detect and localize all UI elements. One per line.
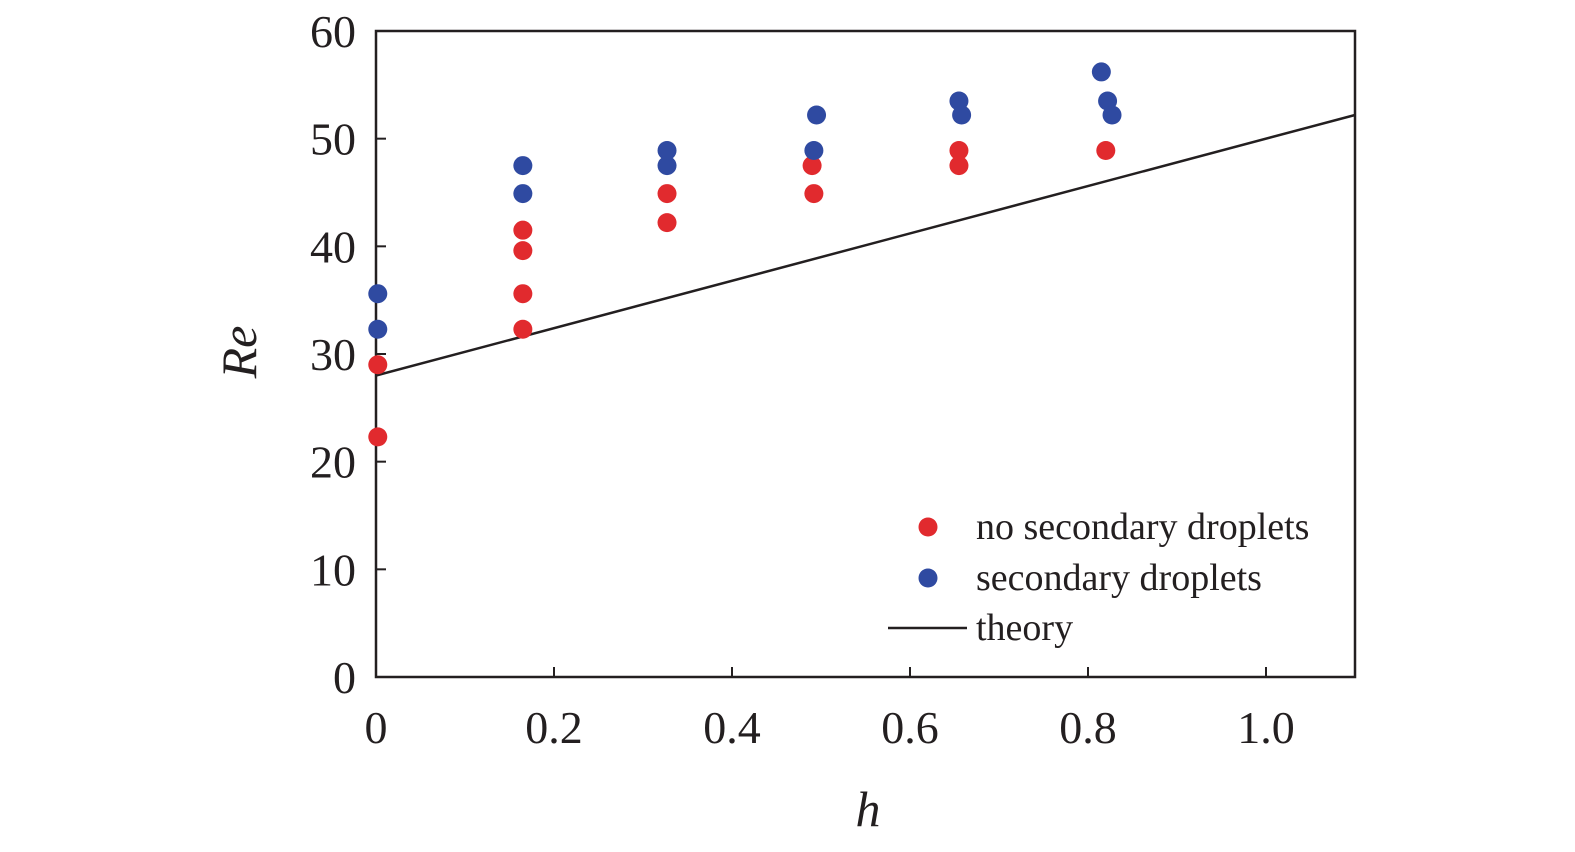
axes-layer: 0 0.2 0.4 0.6 0.8 1.0 0 10 20 30 40 50 60: [310, 6, 1357, 753]
legend-marker: [918, 517, 938, 537]
secondary-droplets-point: [513, 184, 533, 204]
x-tick-label: 0.2: [525, 702, 583, 753]
x-tick-label: 0.8: [1059, 702, 1117, 753]
y-tick-label: 0: [333, 652, 356, 703]
y-tick-label: 20: [310, 437, 356, 488]
no-secondary-droplets-point: [1096, 141, 1116, 161]
x-axis-label: h: [856, 781, 881, 837]
secondary-droplets-point: [513, 156, 533, 176]
secondary-droplets-point: [657, 141, 677, 161]
no-secondary-droplets-point: [513, 241, 533, 261]
legend-label: secondary droplets: [976, 557, 1262, 599]
secondary-droplets-point: [368, 319, 388, 339]
legend: no secondary droplets secondary droplets t…: [888, 506, 1309, 649]
axis-labels-layer: h Re: [211, 326, 881, 837]
y-tick-label: 40: [310, 221, 356, 272]
no-secondary-droplets-point: [949, 141, 969, 161]
no-secondary-droplets-point: [949, 156, 969, 176]
no-secondary-droplets-point: [513, 220, 533, 240]
y-tick-label: 30: [310, 329, 356, 380]
secondary-droplets-point: [1102, 105, 1122, 125]
x-tick-label: 0.4: [703, 702, 761, 753]
x-tick-label: 0.6: [881, 702, 939, 753]
no-secondary-droplets-point: [657, 213, 677, 233]
y-axis-label: Re: [211, 326, 267, 380]
secondary-droplets-point: [368, 284, 388, 304]
secondary-droplets-point: [804, 141, 824, 161]
series-0-points: [368, 141, 1116, 447]
secondary-droplets-point: [952, 105, 972, 125]
legend-label: no secondary droplets: [976, 506, 1309, 548]
no-secondary-droplets-point: [657, 184, 677, 204]
y-tick-label: 50: [310, 114, 356, 165]
legend-marker: [918, 568, 938, 588]
y-tick-label: 60: [310, 6, 356, 57]
no-secondary-droplets-point: [368, 355, 388, 375]
no-secondary-droplets-point: [368, 427, 388, 447]
data-layer: [368, 62, 1356, 447]
no-secondary-droplets-point: [804, 184, 824, 204]
y-tick-label: 10: [310, 544, 356, 595]
x-tick-label: 0: [365, 702, 388, 753]
no-secondary-droplets-point: [802, 156, 822, 176]
secondary-droplets-point: [1091, 62, 1111, 82]
secondary-droplets-point: [807, 105, 827, 125]
x-tick-label: 1.0: [1237, 702, 1295, 753]
secondary-droplets-point: [657, 156, 677, 176]
no-secondary-droplets-point: [513, 319, 533, 339]
legend-label: theory: [976, 607, 1073, 649]
no-secondary-droplets-point: [513, 284, 533, 304]
theory-line: [375, 113, 1356, 377]
series-1-points: [368, 62, 1122, 339]
